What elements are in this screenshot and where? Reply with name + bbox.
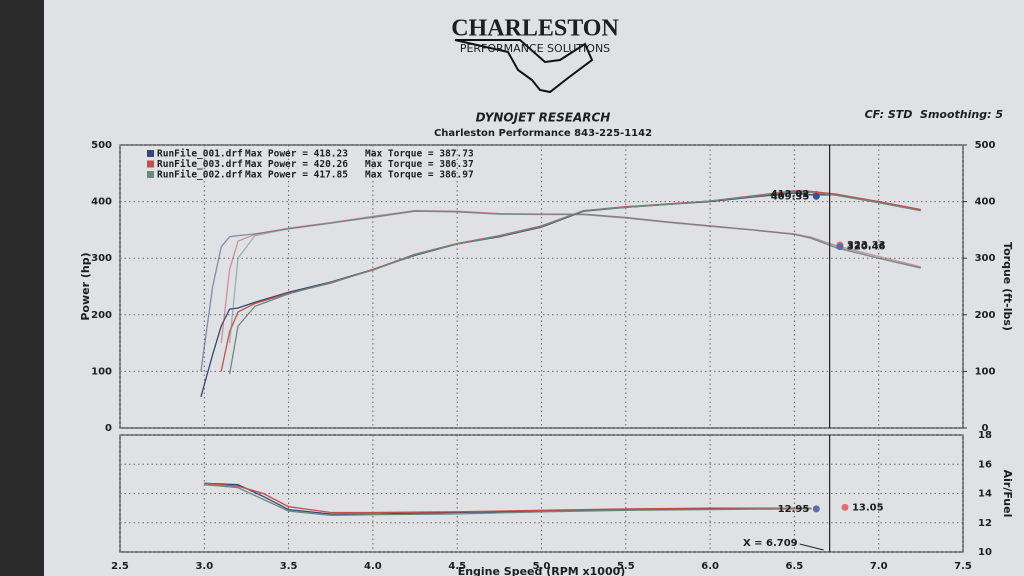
cursor-marker	[836, 243, 844, 251]
y-axis-label: Power (hp)	[79, 252, 92, 320]
y-tick-label: 10	[978, 547, 992, 558]
cursor-pointer	[799, 543, 824, 551]
y2-tick-label: 300	[975, 253, 996, 264]
y2-axis-label: Torque (ft-lbs)	[1001, 242, 1014, 331]
x-tick-label: 6.5	[786, 561, 804, 572]
cursor-marker	[841, 503, 849, 511]
title: DYNOJET RESEARCH	[476, 111, 611, 125]
y-axis-label: Air/Fuel	[1001, 470, 1014, 518]
y2-tick-label: 400	[975, 197, 996, 208]
x-tick-label: 7.0	[870, 561, 888, 572]
torque-line	[228, 210, 921, 344]
cursor-marker	[812, 192, 820, 200]
legend-power: Max Power = 417.85	[245, 170, 348, 181]
x-tick-label: 3.0	[195, 561, 213, 572]
y-tick-label: 18	[978, 430, 992, 441]
y-tick-label: 16	[978, 459, 992, 470]
y-tick-label: 300	[91, 253, 112, 264]
marker-label: 409.35	[771, 191, 810, 202]
marker-label: 323.33	[847, 240, 886, 251]
legend-name: RunFile_002.drf	[157, 170, 243, 181]
series-line	[228, 191, 921, 375]
x-axis-label: Engine Speed (RPM x1000)	[458, 565, 626, 576]
x-tick-label: 6.0	[701, 561, 719, 572]
subtitle: Charleston Performance 843-225-1142	[434, 128, 652, 139]
marker-label: 13.05	[852, 502, 884, 513]
marker-label: 320.46	[847, 242, 886, 253]
series-line	[204, 482, 812, 514]
x-tick-label: 2.5	[111, 561, 129, 572]
logo-outline	[454, 39, 594, 94]
x-tick-label: 4.5	[448, 561, 466, 572]
y-tick-label: 0	[105, 423, 112, 434]
x-tick-label: 4.0	[364, 561, 382, 572]
logo-subtitle: PERFORMANCE SOLUTIONS	[460, 42, 610, 55]
photo-edge	[0, 0, 44, 576]
y-tick-label: 14	[978, 489, 992, 500]
y2-tick-label: 500	[975, 140, 996, 151]
y2-tick-label: 100	[975, 366, 996, 377]
y-tick-label: 100	[91, 366, 112, 377]
legend-swatch	[147, 150, 154, 157]
x-tick-label: 5.0	[533, 561, 551, 572]
cursor-label: X = 6.709	[743, 538, 798, 549]
marker-label: 413.02	[771, 189, 810, 200]
legend-torque: Max Torque = 386.37	[365, 159, 474, 170]
x-tick-label: 3.5	[280, 561, 298, 572]
y2-tick-label: 0	[982, 423, 989, 434]
cursor-marker	[812, 505, 820, 513]
legend-torque: Max Torque = 386.97	[365, 170, 474, 181]
legend-power: Max Power = 418.23	[245, 149, 348, 160]
y-tick-label: 500	[91, 140, 112, 151]
logo-title: CHARLESTON	[451, 16, 619, 42]
legend-swatch	[147, 171, 154, 178]
legend-name: RunFile_001.drf	[157, 149, 243, 160]
settings: CF: STD Smoothing: 5	[865, 108, 1004, 121]
y-tick-label: 200	[91, 310, 112, 321]
legend-swatch	[147, 160, 154, 168]
x-tick-label: 5.5	[617, 561, 635, 572]
series-line	[204, 484, 812, 517]
legend-power: Max Power = 420.26	[245, 159, 348, 170]
legend-name: RunFile_003.drf	[157, 159, 243, 170]
marker-label: 12.95	[778, 504, 810, 515]
legend-torque: Max Torque = 387.73	[365, 149, 474, 160]
y2-tick-label: 200	[975, 310, 996, 321]
x-tick-label: 7.5	[954, 561, 972, 572]
y-tick-label: 400	[91, 197, 112, 208]
y-tick-label: 12	[978, 518, 992, 529]
paper	[40, 0, 1024, 576]
